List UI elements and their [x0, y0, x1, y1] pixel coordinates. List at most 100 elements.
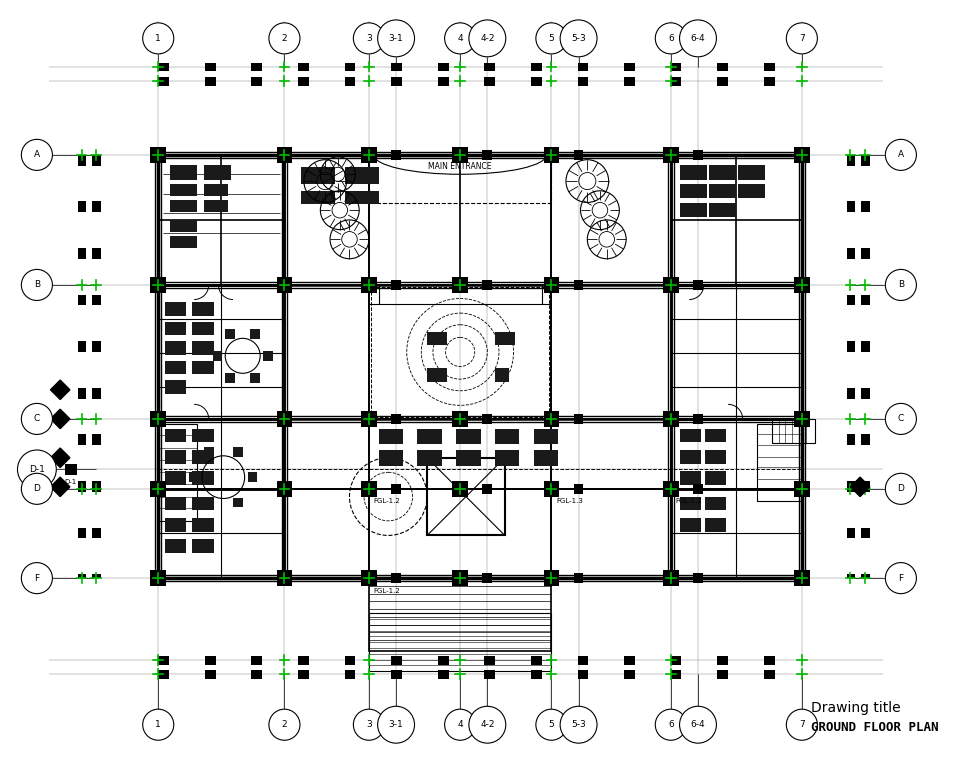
Bar [192, 361, 213, 375]
Bar [578, 670, 588, 679]
Bar [578, 656, 588, 665]
Bar [847, 155, 855, 165]
Circle shape [357, 713, 381, 736]
Bar [204, 447, 213, 457]
Bar [361, 277, 377, 293]
Bar [92, 434, 101, 445]
Bar [861, 155, 870, 165]
Text: B: B [34, 280, 40, 290]
Bar [847, 248, 855, 259]
Bar [847, 342, 855, 352]
Bar [192, 342, 213, 355]
Bar [847, 388, 855, 398]
Bar [277, 411, 292, 427]
Text: FGL-1.2: FGL-1.2 [374, 588, 401, 594]
Bar [671, 419, 801, 489]
Bar [531, 656, 542, 665]
Bar [671, 155, 801, 285]
Bar [427, 368, 447, 382]
Text: 2: 2 [282, 34, 287, 43]
Bar [704, 518, 727, 532]
Circle shape [536, 23, 567, 54]
Bar [574, 484, 583, 493]
Bar [165, 518, 186, 532]
Bar [578, 63, 588, 71]
Bar [757, 424, 801, 502]
Text: 3: 3 [366, 720, 372, 729]
Bar [663, 411, 678, 427]
Bar [427, 332, 447, 345]
Text: C: C [34, 414, 40, 424]
Bar [482, 414, 492, 424]
Bar [92, 388, 101, 398]
Circle shape [269, 709, 300, 740]
Bar [369, 489, 552, 578]
Bar [371, 287, 550, 417]
Bar [165, 303, 186, 316]
Bar [544, 411, 559, 427]
Bar [225, 373, 234, 382]
Bar [495, 368, 508, 382]
Circle shape [449, 27, 472, 50]
Bar [151, 481, 166, 496]
Bar [361, 571, 377, 586]
Text: 3-1: 3-1 [388, 34, 404, 43]
Bar [301, 191, 335, 205]
Bar [165, 471, 186, 485]
Bar [625, 670, 635, 679]
Bar [574, 280, 583, 290]
Circle shape [655, 709, 686, 740]
Circle shape [679, 20, 717, 57]
Bar [204, 201, 228, 212]
Bar [170, 165, 197, 180]
Bar [78, 248, 86, 259]
Bar [679, 429, 701, 442]
Bar [159, 656, 169, 665]
Text: D: D [34, 484, 40, 493]
Bar [92, 155, 101, 165]
Bar [301, 166, 335, 184]
Bar [453, 481, 468, 496]
Bar [738, 184, 765, 198]
Bar [482, 573, 492, 583]
Text: 6-4: 6-4 [691, 34, 705, 43]
Bar [170, 220, 197, 231]
Bar [847, 528, 855, 538]
Text: D-1: D-1 [64, 479, 77, 485]
Bar [78, 155, 86, 165]
Bar [708, 204, 736, 217]
Bar [284, 489, 369, 578]
Bar [92, 342, 101, 352]
Bar [159, 670, 169, 679]
Text: 6: 6 [668, 720, 674, 729]
Bar [251, 373, 260, 382]
Bar [663, 147, 678, 162]
Bar [484, 670, 495, 679]
Text: A: A [898, 150, 904, 159]
Bar [361, 481, 377, 496]
Text: 6: 6 [668, 34, 674, 43]
Bar [861, 388, 870, 398]
Circle shape [885, 139, 917, 170]
Bar [284, 155, 369, 285]
Bar [453, 277, 468, 293]
Bar [544, 571, 559, 586]
Bar [251, 329, 260, 339]
Bar [794, 277, 809, 293]
Bar [165, 539, 186, 553]
Bar [671, 63, 681, 71]
Bar [861, 481, 870, 492]
Bar [484, 77, 495, 86]
Circle shape [378, 706, 414, 743]
Bar [78, 528, 86, 538]
Bar [708, 165, 736, 180]
Bar [159, 155, 284, 285]
Bar [453, 411, 468, 427]
Bar [78, 295, 86, 306]
Bar [391, 656, 402, 665]
Bar [248, 473, 258, 482]
Bar [298, 63, 308, 71]
Bar [277, 481, 292, 496]
Bar [861, 201, 870, 212]
Circle shape [21, 404, 53, 434]
